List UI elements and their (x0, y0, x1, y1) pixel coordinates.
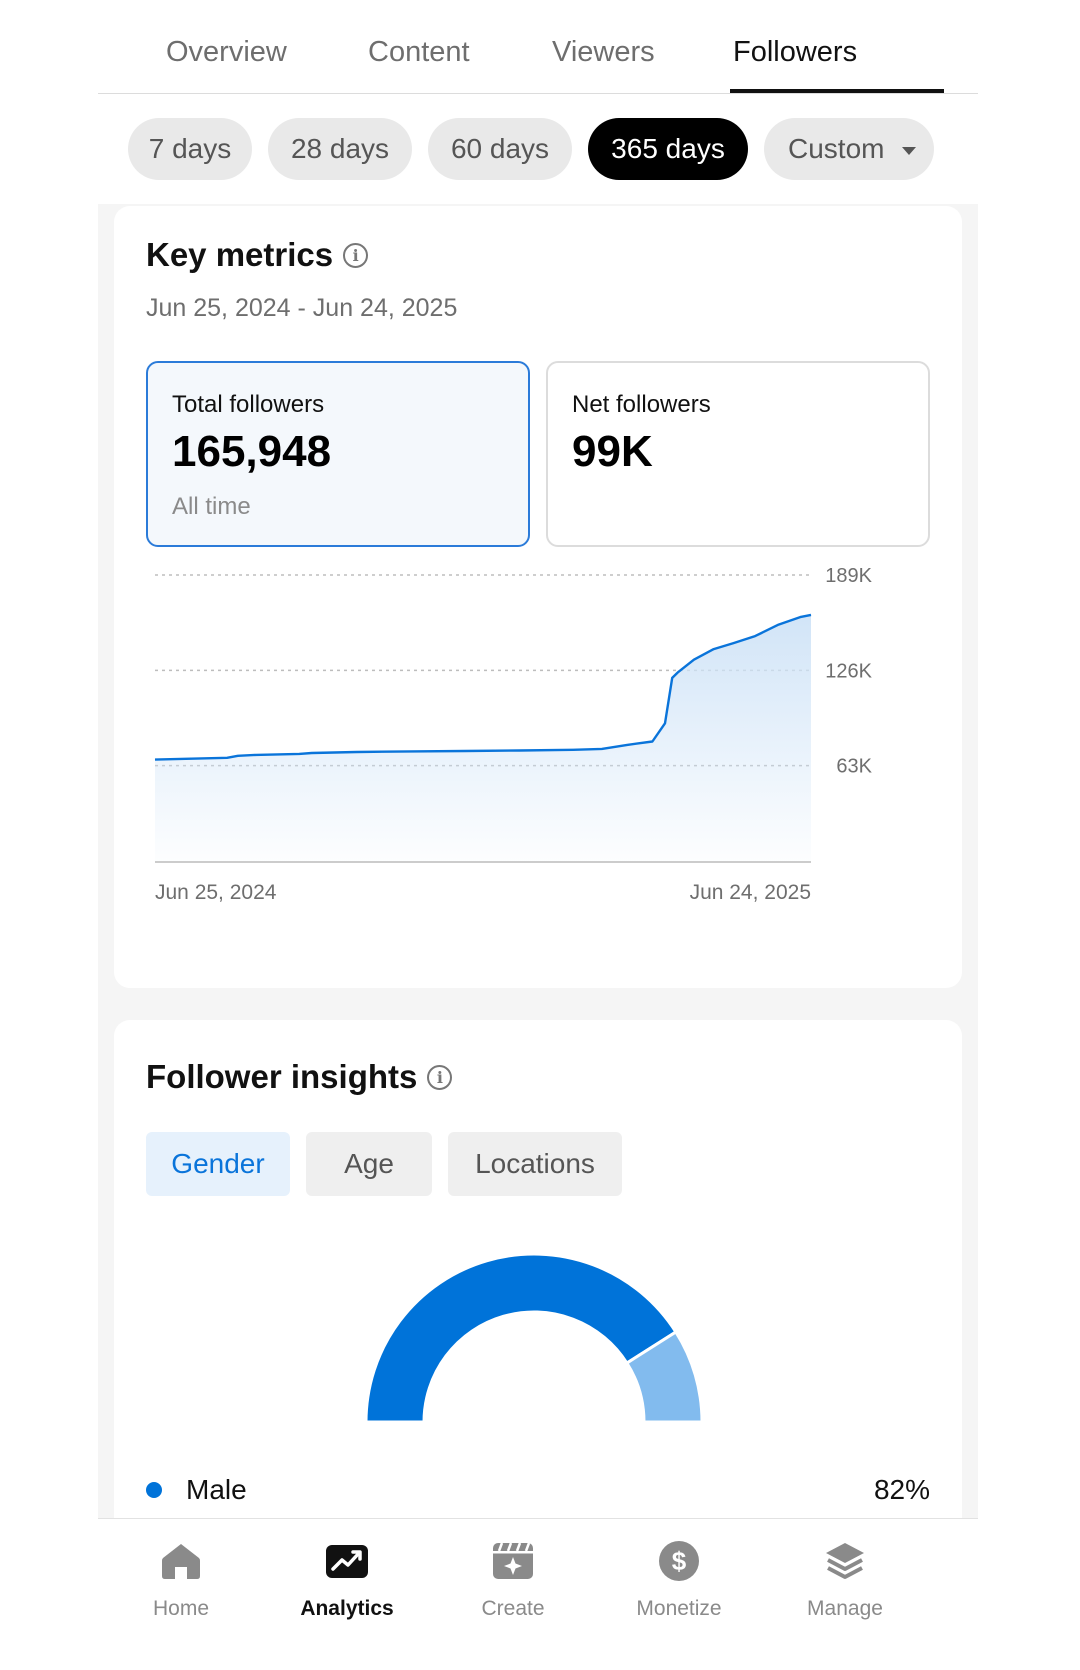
home-icon (162, 1544, 200, 1579)
gender-half-donut-chart (364, 1252, 704, 1424)
period-chip-60-days[interactable]: 60 days (428, 118, 572, 180)
caret-down-icon (902, 146, 917, 155)
period-chip-28-days[interactable]: 28 days (268, 118, 412, 180)
period-chip-label: 365 days (611, 133, 725, 164)
period-chip-label: Custom (788, 133, 885, 164)
nav-manage[interactable]: Manage (775, 1531, 915, 1631)
legend-percentage: 82% (873, 1474, 930, 1505)
tab-overview[interactable]: Overview (166, 36, 287, 68)
tab-content[interactable]: Content (368, 36, 470, 68)
analytics-tab-bar: Overview Content Viewers Followers (98, 0, 978, 94)
y-tick-label: 126K (825, 660, 872, 682)
insights-tab-gender[interactable]: Gender (146, 1132, 290, 1196)
period-chip-label: 28 days (290, 133, 390, 164)
net-followers-card[interactable]: Net followers 99K (546, 361, 930, 547)
analytics-icon (326, 1545, 368, 1578)
create-icon (493, 1542, 533, 1579)
net-followers-label: Net followers (572, 391, 711, 418)
monetize-icon: $ (659, 1541, 699, 1581)
key-metrics-title: Key metrics (146, 236, 334, 273)
period-chip-7-days[interactable]: 7 days (128, 118, 252, 180)
nav-label: Monetize (636, 1597, 722, 1620)
bottom-navigation: Home Analytics Create $ Moneti (98, 1518, 978, 1670)
svg-text:$: $ (672, 1546, 687, 1576)
nav-analytics[interactable]: Analytics (277, 1531, 417, 1631)
total-followers-card[interactable]: Total followers 165,948 All time (146, 361, 530, 547)
period-chip-label: 7 days (148, 133, 232, 164)
tab-followers[interactable]: Followers (733, 36, 858, 68)
legend-label: Male (186, 1474, 247, 1505)
donut-slice-other[interactable] (624, 1329, 704, 1424)
period-chip-custom[interactable]: Custom (764, 118, 934, 180)
follower-insights-title: Follower insights (146, 1058, 418, 1095)
x-tick-label-start: Jun 25, 2024 (155, 881, 277, 904)
insights-tab-locations[interactable]: Locations (448, 1132, 622, 1196)
nav-label: Manage (807, 1597, 883, 1620)
analytics-screen: Overview Content Viewers Followers 7 day… (98, 0, 978, 1670)
period-selector: 7 days 28 days 60 days 365 days Custom (98, 94, 978, 204)
follower-insights-heading: Follower insights i (146, 1058, 453, 1096)
nav-label: Home (152, 1597, 210, 1620)
followers-area-chart: 63K 126K 189K Jun 25, 2024 Jun 24, 2025 (154, 566, 873, 904)
period-chip-label: 60 days (450, 133, 550, 164)
donut-slice-male[interactable] (364, 1252, 678, 1424)
chart-area-fill (155, 614, 811, 861)
y-tick-label: 189K (825, 566, 872, 587)
insights-tab-age[interactable]: Age (306, 1132, 432, 1196)
info-icon[interactable]: i (427, 1064, 453, 1090)
legend-dot (146, 1482, 162, 1498)
net-followers-value: 99K (572, 427, 653, 476)
nav-home[interactable]: Home (111, 1531, 251, 1631)
total-followers-subtext: All time (172, 493, 251, 520)
tab-viewers[interactable]: Viewers (552, 36, 655, 68)
nav-create[interactable]: Create (443, 1531, 583, 1631)
info-icon[interactable]: i (343, 242, 369, 268)
nav-label: Create (481, 1597, 545, 1620)
period-chip-365-days[interactable]: 365 days (588, 118, 748, 180)
y-tick-label: 63K (836, 756, 872, 778)
total-followers-label: Total followers (172, 391, 325, 418)
active-tab-indicator (730, 89, 944, 93)
nav-monetize[interactable]: $ Monetize (609, 1531, 749, 1631)
legend-row-male: Male 82% (146, 1460, 930, 1520)
manage-icon (826, 1543, 864, 1579)
key-metrics-heading: Key metrics i (146, 236, 369, 274)
key-metrics-card: Key metrics i Jun 25, 2024 - Jun 24, 202… (114, 206, 962, 988)
nav-label: Analytics (300, 1597, 394, 1620)
total-followers-value: 165,948 (172, 427, 332, 476)
x-tick-label-end: Jun 24, 2025 (690, 881, 811, 904)
date-range: Jun 25, 2024 - Jun 24, 2025 (146, 294, 458, 322)
